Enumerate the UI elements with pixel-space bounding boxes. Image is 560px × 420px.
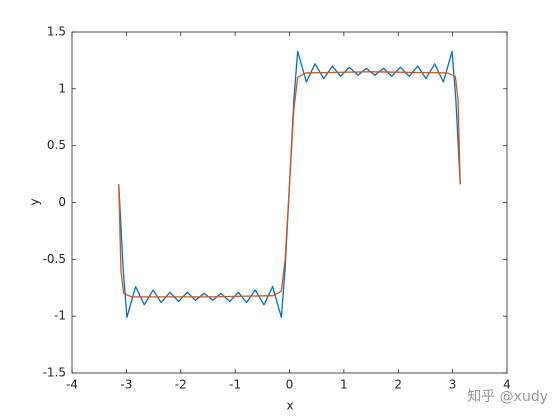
x-tick-label: -4 bbox=[66, 378, 78, 392]
y-tick-label: 1.5 bbox=[47, 25, 66, 39]
x-tick-label: 1 bbox=[340, 378, 348, 392]
x-tick-label: 3 bbox=[449, 378, 457, 392]
x-tick-label: -3 bbox=[120, 378, 132, 392]
y-tick-label: 0 bbox=[58, 195, 66, 209]
y-tick-label: 1 bbox=[58, 81, 66, 95]
axes-box bbox=[71, 31, 508, 374]
x-tick-label: 2 bbox=[394, 378, 402, 392]
y-tick-label: 0.5 bbox=[47, 138, 66, 152]
y-tick-label: -1 bbox=[54, 309, 66, 323]
x-tick-label: 4 bbox=[503, 378, 511, 392]
x-tick-label: 0 bbox=[286, 378, 294, 392]
x-axis-label: x bbox=[286, 399, 293, 413]
y-tick-label: -1.5 bbox=[43, 366, 66, 380]
y-axis-label: y bbox=[28, 198, 42, 205]
watermark: 知乎 @xudy bbox=[467, 388, 548, 405]
y-tick-label: -0.5 bbox=[43, 252, 66, 266]
data-line bbox=[118, 71, 461, 298]
x-tick-label: -1 bbox=[229, 378, 241, 392]
x-tick-label: -2 bbox=[175, 378, 187, 392]
